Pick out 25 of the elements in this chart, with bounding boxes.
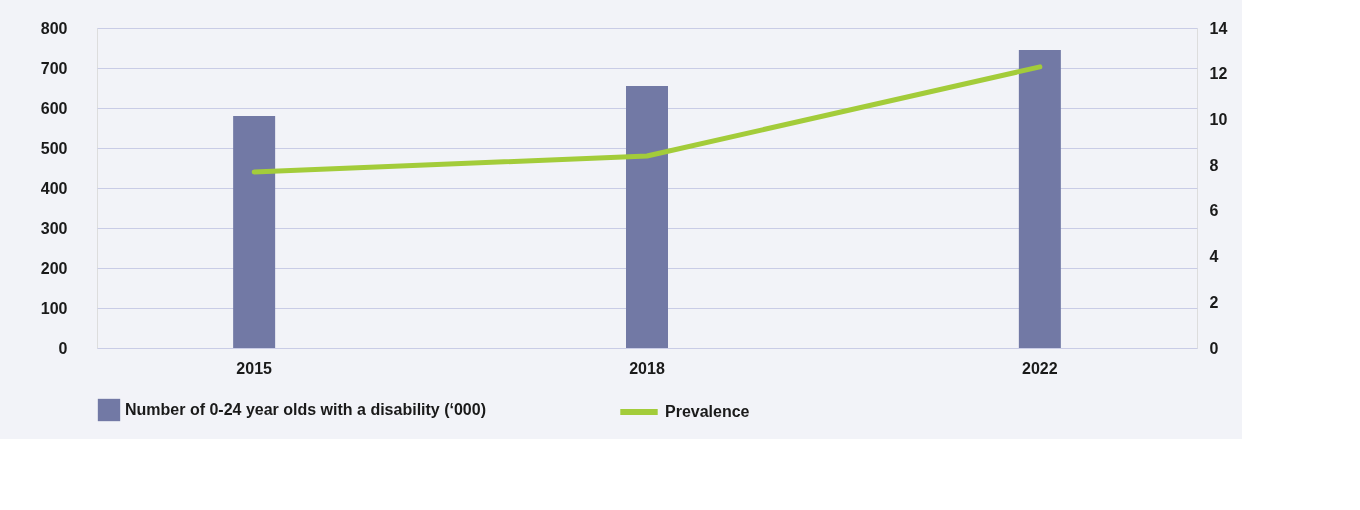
legend-label: Number of 0-24 year olds with a disability (‘000) [125,401,486,418]
y-tick-label: 700 [40,59,68,77]
y2-tick-label: 12 [1209,65,1228,83]
y2-tick-label: 4 [1209,248,1219,266]
y-tick-label: 400 [40,179,68,197]
x-tick-label: 2022 [1022,359,1058,377]
y2-tick-label: 2 [1209,293,1219,311]
y-tick-label: 0 [58,339,68,357]
y2-tick-label: 6 [1209,202,1219,220]
y-tick-label: 300 [40,219,68,237]
y-tick-label: 800 [40,19,68,37]
bar [626,86,668,348]
legend-label: Prevalence [665,403,750,420]
y2-tick-label: 10 [1209,110,1228,128]
bar [233,116,276,348]
y-tick-label: 200 [40,259,68,277]
y2-tick-label: 8 [1209,156,1219,174]
x-tick-label: 2018 [629,359,665,377]
bar [1018,50,1061,348]
y-tick-label: 100 [40,299,68,317]
y-tick-label: 500 [40,139,68,157]
y-tick-label: 600 [40,99,68,117]
x-tick-label: 2015 [236,359,273,377]
y2-tick-label: 0 [1209,339,1219,357]
y2-tick-label: 14 [1209,19,1228,37]
